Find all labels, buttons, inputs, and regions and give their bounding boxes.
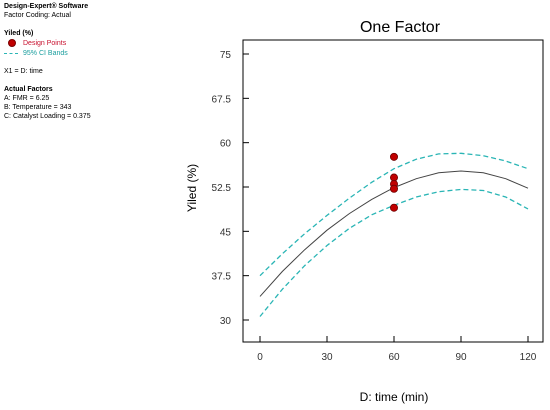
y-tick-label: 75 (220, 50, 232, 61)
software-name: Design-Expert® Software (4, 3, 89, 10)
legend-ci-bands-label: 95% CI Bands (23, 49, 68, 57)
factor-c: C: Catalyst Loading = 0.375 (4, 113, 91, 120)
factor-a: A: FMR = 6.25 (4, 95, 50, 102)
x-tick-label: 90 (455, 352, 467, 363)
x-tick-label: 0 (257, 352, 263, 363)
ci-upper-band (259, 152, 529, 277)
design-point (389, 152, 398, 161)
factor-coding: Factor Coding: Actual (4, 12, 71, 19)
legend-ci-bands: 95% CI Bands (4, 48, 154, 58)
x1-definition: X1 = D: time (4, 68, 43, 75)
x-axis-label: D: time (min) (360, 390, 429, 404)
info-panel: Design-Expert® Software Factor Coding: A… (4, 2, 154, 121)
design-point (389, 203, 398, 212)
legend-design-points: Design Points (4, 38, 154, 48)
y-tick-label: 67.5 (212, 94, 232, 105)
dashed-line-icon (4, 52, 18, 54)
design-point-marker-icon (8, 39, 16, 47)
x-tick-label: 60 (388, 352, 400, 363)
plot-frame (242, 39, 544, 343)
x-tick-label: 120 (520, 352, 537, 363)
y-tick-label: 52.5 (212, 183, 232, 194)
chart-title: One Factor (360, 19, 441, 36)
x-tick-label: 30 (321, 352, 333, 363)
design-points-layer (389, 152, 398, 212)
y-tick-label: 45 (220, 227, 232, 238)
design-point (389, 184, 398, 193)
legend-design-points-label: Design Points (23, 39, 67, 47)
factor-b: B: Temperature = 343 (4, 104, 72, 111)
axis-ticks: 30 37.5 45 52.5 60 67.5 75 0 30 60 90 120 (212, 50, 537, 363)
y-axis-label: Yiled (%) (185, 164, 199, 212)
response-title: Yiled (%) (4, 30, 34, 37)
actual-factors-title: Actual Factors (4, 86, 53, 93)
y-tick-label: 30 (220, 316, 232, 327)
y-tick-label: 60 (220, 139, 232, 150)
y-tick-label: 37.5 (212, 272, 232, 283)
